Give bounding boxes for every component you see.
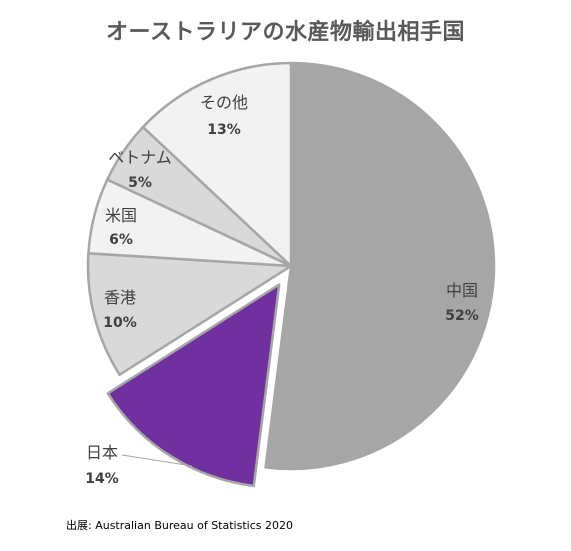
slice-label-3: 香港	[104, 288, 136, 307]
leader-line	[121, 454, 193, 467]
slice-value-3: 10%	[103, 315, 137, 331]
slice-value-2: 14%	[85, 471, 119, 487]
slice-value-1: 52%	[445, 308, 479, 324]
slice-value-4: 6%	[109, 232, 133, 248]
slice-value-6: 13%	[207, 122, 241, 138]
pie-slices	[86, 61, 496, 488]
pie-slice-3	[86, 252, 293, 377]
pie-slice-2	[106, 283, 281, 488]
source-note: 出展: Australian Bureau of Statistics 2020	[66, 519, 293, 532]
slice-label-5: ベトナム	[108, 148, 172, 167]
pie-slice-1	[264, 61, 496, 471]
slice-label-2: 日本	[86, 443, 118, 462]
slice-label-1: 中国	[446, 281, 478, 300]
slice-value-5: 5%	[128, 175, 152, 191]
pie-labels: 中国 52% 日本 14% 香港 10% 米国 6% ベトナム 5% その他 13%	[85, 93, 479, 487]
slice-label-6: その他	[200, 93, 248, 112]
slice-label-4: 米国	[105, 206, 137, 225]
pie-slice-6	[141, 61, 293, 268]
chart-title: オーストラリアの水産物輸出相手国	[106, 20, 465, 45]
